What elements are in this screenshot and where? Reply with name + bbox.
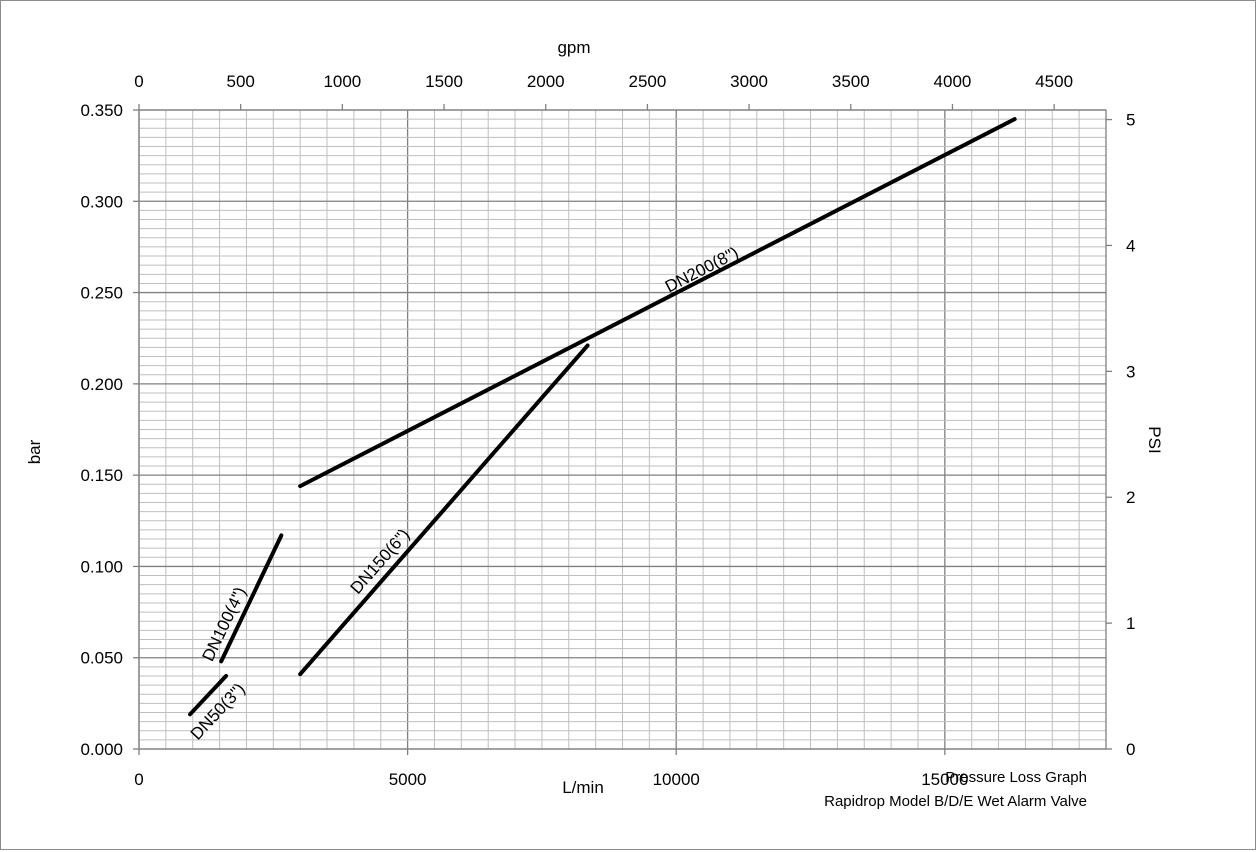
y2-tick-label: 3 — [1126, 362, 1135, 381]
y-tick-label: 0.350 — [80, 101, 123, 120]
chart-title: Pressure Loss Graph — [945, 769, 1087, 786]
plot-area — [138, 109, 1107, 750]
y-tick-label: 0.150 — [80, 466, 123, 485]
x2-tick-label: 2500 — [628, 72, 666, 91]
x2-tick-label: 3500 — [832, 72, 870, 91]
y2-tick-label: 4 — [1126, 236, 1135, 255]
x2-tick-label: 3000 — [730, 72, 768, 91]
series-label-dn50-3: DN50(3") — [187, 679, 249, 743]
grid — [138, 109, 1107, 750]
x2-tick-label: 4000 — [934, 72, 972, 91]
x2-tick-label: 1500 — [425, 72, 463, 91]
chart-subtitle: Rapidrop Model B/D/E Wet Alarm Valve — [824, 793, 1087, 810]
x2-tick-label: 500 — [226, 72, 254, 91]
x2-tick-label: 1000 — [323, 72, 361, 91]
y-tick-label: 0.100 — [80, 557, 123, 576]
y-tick-label: 0.250 — [80, 284, 123, 303]
y-tick-label: 0.050 — [80, 649, 123, 668]
x2-tick-label: 0 — [134, 72, 143, 91]
series-line-dn200-8 — [298, 117, 1017, 489]
series-label-dn150-6: DN150(6") — [347, 525, 414, 598]
series-line-dn100-4 — [219, 533, 284, 664]
y-tick-label: 0.000 — [80, 740, 123, 759]
plot-border — [138, 109, 1107, 750]
y2-tick-label: 5 — [1126, 111, 1135, 130]
y-tick-label: 0.300 — [80, 192, 123, 211]
series-line-dn150-6 — [298, 343, 590, 677]
x-tick-label: 0 — [134, 770, 143, 789]
y2-axis-label: PSI — [1145, 426, 1164, 453]
series-line-dn50-3 — [188, 673, 229, 717]
series-lines — [188, 117, 1017, 717]
x2-axis-label: gpm — [557, 38, 590, 57]
x2-tick-label: 4500 — [1035, 72, 1073, 91]
x-tick-label: 10000 — [653, 770, 700, 789]
y-tick-label: 0.200 — [80, 375, 123, 394]
x-tick-label: 15000 — [921, 770, 968, 789]
x2-tick-label: 2000 — [527, 72, 565, 91]
y2-tick-label: 2 — [1126, 488, 1135, 507]
tick-labels: 0 5000 10000 15000 0 500 1000 1500 2000 2500 3000 3… — [80, 72, 1135, 789]
y2-tick-label: 0 — [1126, 740, 1135, 759]
y2-tick-label: 1 — [1126, 614, 1135, 633]
x-tick-label: 5000 — [389, 770, 427, 789]
x-axis-label: L/min — [562, 778, 604, 797]
y-axis-label: bar — [25, 439, 44, 464]
